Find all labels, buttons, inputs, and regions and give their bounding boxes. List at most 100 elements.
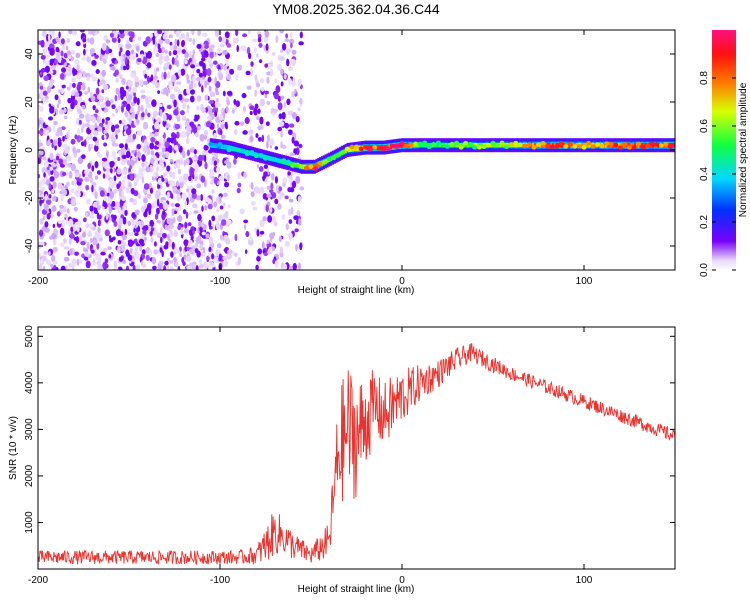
noise-speckle (196, 105, 200, 111)
noise-speckle (217, 214, 224, 222)
snr-xlabel: Height of straight line (km) (298, 584, 415, 595)
noise-speckle (222, 50, 228, 55)
noise-speckle (263, 36, 269, 43)
noise-speckle (108, 48, 113, 54)
noise-speckle (145, 108, 148, 116)
noise-speckle (126, 159, 131, 166)
noise-speckle (67, 129, 71, 138)
noise-speckle (130, 175, 134, 182)
noise-speckle (50, 263, 54, 268)
noise-speckle (226, 43, 232, 48)
noise-speckle (179, 252, 183, 258)
noise-speckle (165, 124, 170, 129)
noise-speckle (156, 193, 160, 201)
noise-speckle (115, 229, 121, 237)
noise-speckle (274, 146, 279, 150)
noise-speckle (187, 222, 192, 227)
noise-speckle (216, 196, 220, 204)
noise-speckle (261, 134, 265, 143)
x-tick-label: -100 (210, 276, 230, 287)
noise-speckle (223, 160, 229, 164)
noise-speckle (221, 120, 225, 125)
signal-blob (590, 144, 596, 149)
noise-speckle (79, 30, 86, 33)
noise-speckle (298, 218, 302, 226)
signal-cell (584, 142, 588, 148)
noise-speckle (213, 105, 219, 114)
noise-speckle (232, 106, 237, 111)
noise-speckle (257, 136, 262, 142)
noise-speckle (281, 144, 287, 149)
signal-blob (663, 141, 669, 147)
noise-speckle (81, 154, 86, 160)
noise-speckle (121, 154, 127, 160)
noise-speckle (168, 64, 172, 70)
signal-blob (335, 152, 341, 158)
noise-speckle (191, 188, 197, 195)
noise-speckle (72, 146, 76, 154)
noise-speckle (38, 229, 44, 237)
noise-speckle (152, 265, 157, 270)
noise-speckle (74, 189, 79, 196)
signal-blob (586, 140, 592, 146)
noise-speckle (104, 96, 109, 102)
noise-speckle (70, 198, 76, 206)
noise-speckle (57, 127, 63, 133)
snr-frame (37, 326, 676, 570)
noise-speckle (226, 90, 233, 96)
noise-speckle (220, 134, 226, 140)
noise-speckle (44, 60, 50, 66)
noise-speckle (39, 71, 43, 76)
noise-speckle (209, 51, 214, 59)
noise-speckle (201, 85, 204, 93)
noise-speckle (130, 31, 135, 39)
noise-speckle (63, 246, 70, 250)
noise-speckle (134, 245, 138, 253)
noise-speckle (175, 189, 181, 195)
noise-speckle (192, 38, 196, 46)
signal-blob (404, 143, 410, 148)
noise-speckle (61, 67, 67, 73)
signal-cell (220, 144, 224, 149)
signal-cell (581, 142, 584, 148)
noise-speckle (168, 34, 173, 39)
noise-speckle (126, 39, 130, 45)
signal-cell (453, 142, 456, 148)
noise-speckle (173, 246, 177, 254)
noise-speckle (64, 138, 68, 143)
noise-speckle (153, 249, 159, 255)
noise-speckle (118, 217, 123, 226)
noise-speckle (83, 256, 89, 261)
noise-speckle (76, 128, 81, 135)
noise-speckle (289, 123, 295, 128)
noise-speckle (138, 238, 145, 245)
noise-speckle (54, 58, 58, 65)
noise-speckle (186, 149, 191, 157)
noise-speckle (203, 144, 208, 151)
noise-speckle (258, 59, 263, 64)
signal-cell (228, 145, 231, 150)
noise-speckle (118, 256, 124, 262)
noise-speckle (104, 124, 110, 131)
signal-blob (667, 144, 673, 149)
noise-speckle (48, 103, 52, 108)
noise-speckle (59, 242, 65, 248)
noise-speckle (176, 59, 180, 68)
noise-speckle (135, 177, 139, 185)
noise-speckle (101, 157, 108, 162)
signal-blob (449, 141, 455, 147)
signal-blob (617, 145, 623, 150)
noise-speckle (133, 92, 136, 97)
noise-speckle (219, 128, 223, 136)
noise-speckle (39, 218, 44, 225)
noise-speckle (124, 228, 128, 236)
noise-speckle (175, 30, 180, 38)
noise-speckle (209, 44, 215, 49)
noise-speckle (281, 214, 286, 220)
noise-speckle (158, 260, 164, 266)
signal-cell (479, 142, 482, 148)
signal-blob (385, 146, 391, 152)
noise-speckle (199, 244, 203, 250)
noise-speckle (298, 41, 304, 46)
